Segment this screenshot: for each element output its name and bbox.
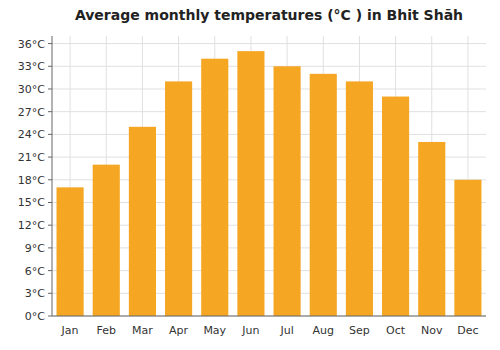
x-tick-label: Aug [313, 324, 334, 337]
x-tick-label: Mar [132, 324, 153, 337]
bar [310, 74, 337, 316]
x-tick-label: May [203, 324, 226, 337]
y-grid-line [52, 111, 486, 112]
bar [418, 142, 445, 316]
y-tick-label: 3°C [25, 287, 45, 300]
y-grid-line [52, 134, 486, 135]
y-tick [48, 293, 52, 294]
y-tick [48, 134, 52, 135]
x-tick-label: Nov [421, 324, 443, 337]
y-tick-label: 0°C [25, 310, 45, 323]
x-tick-label: Sep [349, 324, 370, 337]
y-tick [48, 202, 52, 203]
bars [57, 51, 482, 316]
chart-container: Average monthly temperatures (°C ) in Bh… [0, 0, 500, 350]
x-tick-label: Oct [386, 324, 406, 337]
bar [165, 81, 192, 316]
y-grid-line [52, 316, 486, 317]
y-tick [48, 225, 52, 226]
bar [382, 97, 409, 316]
y-tick [48, 43, 52, 44]
y-tick [48, 247, 52, 248]
x-tick-label: Dec [457, 324, 478, 337]
y-grid-line [52, 66, 486, 67]
y-tick-label: 27°C [18, 106, 45, 119]
bar [454, 180, 481, 316]
y-tick-label: 36°C [18, 38, 45, 51]
title: Average monthly temperatures (°C ) in Bh… [75, 7, 463, 23]
y-grid-line [52, 88, 486, 89]
y-axis-line [52, 36, 53, 316]
x-tick-label: Jan [61, 324, 79, 337]
bar [346, 81, 373, 316]
y-tick [48, 88, 52, 89]
y-tick [48, 66, 52, 67]
x-tick-label: Jul [279, 324, 293, 337]
chart: Average monthly temperatures (°C ) in Bh… [0, 0, 500, 350]
bar [237, 51, 264, 316]
y-tick-label: 30°C [18, 83, 45, 96]
y-tick-label: 6°C [25, 265, 45, 278]
y-tick-label: 12°C [18, 219, 45, 232]
bar [201, 59, 228, 316]
bar [129, 127, 156, 316]
x-tick-label: Feb [97, 324, 116, 337]
axes: 0°C 3°C 6°C 9°C 12°C 15°C 18°C 21°C 24°C 27°C 30°C… [18, 38, 479, 337]
y-tick-label: 15°C [18, 196, 45, 209]
grid [52, 36, 486, 316]
x-axis-line [52, 316, 486, 317]
bar [93, 165, 120, 316]
x-tick-label: Apr [169, 324, 189, 337]
y-tick-label: 21°C [18, 151, 45, 164]
y-tick [48, 157, 52, 158]
y-tick [48, 179, 52, 180]
bar [274, 66, 301, 316]
y-tick [48, 111, 52, 112]
y-grid-line [52, 43, 486, 44]
y-tick-label: 24°C [18, 128, 45, 141]
x-tick-label: Jun [241, 324, 259, 337]
y-tick-label: 18°C [18, 174, 45, 187]
y-tick-label: 9°C [25, 242, 45, 255]
y-tick [48, 270, 52, 271]
bar [57, 187, 84, 316]
y-tick-label: 33°C [18, 60, 45, 73]
y-tick [48, 316, 52, 317]
